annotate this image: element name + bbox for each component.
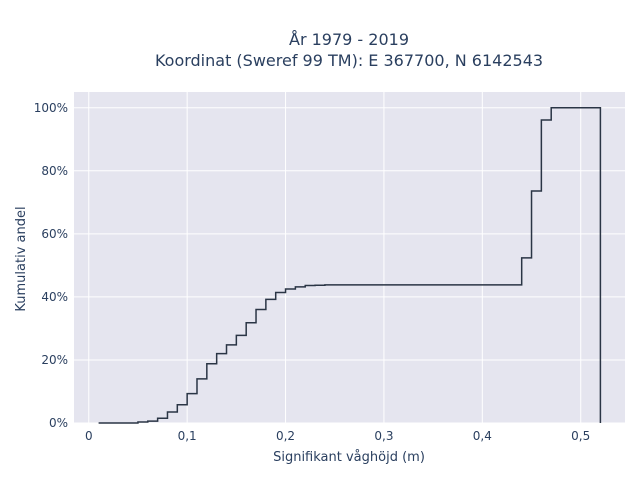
x-tick-label: 0,2 (276, 429, 295, 443)
y-tick-label: 80% (41, 164, 68, 178)
x-tick-label: 0,1 (178, 429, 197, 443)
y-tick-label: 20% (41, 353, 68, 367)
series-layer (98, 107, 602, 424)
plot-background (74, 92, 625, 423)
x-tick-label: 0 (85, 429, 93, 443)
y-tick-label: 100% (34, 101, 68, 115)
x-tick-label: 0,5 (571, 429, 590, 443)
x-axis-ticks: 0 0,1 0,2 0,3 0,4 0,5 (85, 429, 590, 443)
x-axis-label: Signifikant våghöjd (m) (273, 450, 425, 465)
chart-title-line-2: Koordinat (Sweref 99 TM): E 367700, N 61… (155, 51, 543, 70)
y-axis-label: Kumulativ andel (14, 206, 29, 311)
cdf-step-line (98, 107, 602, 424)
gridlines (74, 92, 625, 424)
chart-title-line-1: År 1979 - 2019 (289, 30, 409, 49)
x-tick-label: 0,4 (473, 429, 492, 443)
y-tick-label: 0% (49, 416, 68, 430)
y-axis-ticks: 0% 20% 40% 60% 80% 100% (34, 101, 68, 430)
x-tick-label: 0,3 (374, 429, 393, 443)
y-tick-label: 60% (41, 227, 68, 241)
y-tick-label: 40% (41, 290, 68, 304)
